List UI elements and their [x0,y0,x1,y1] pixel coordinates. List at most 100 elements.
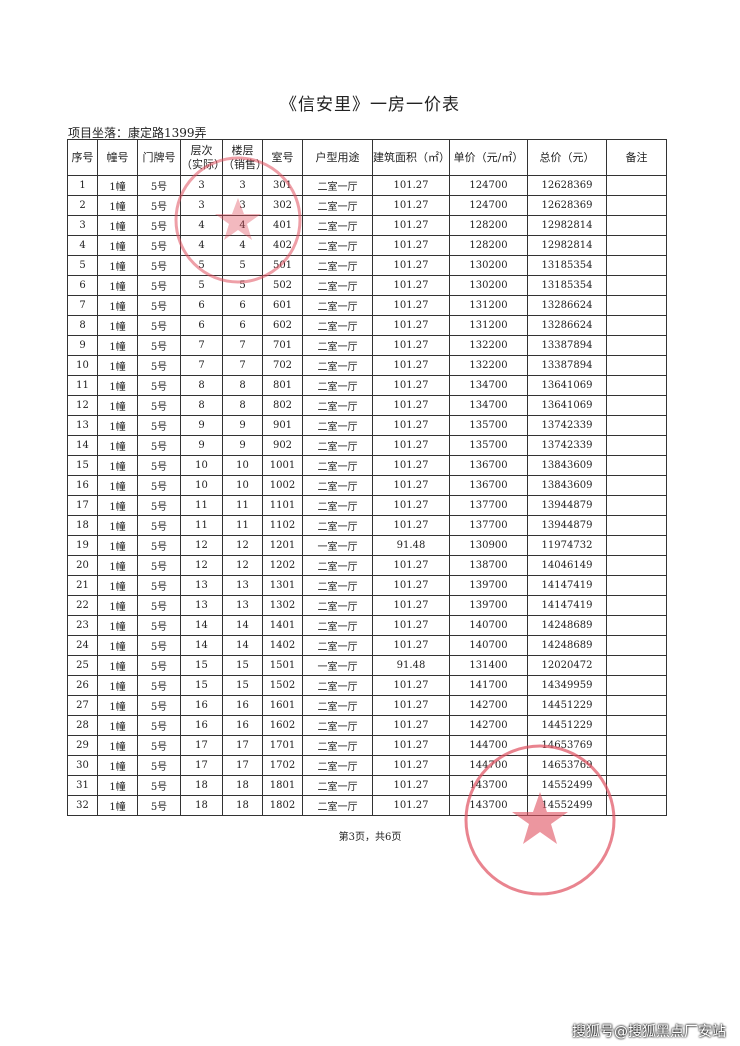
table-cell: 5号 [137,175,181,196]
table-cell: 101.27 [372,295,450,316]
table-cell: 1 [67,175,98,196]
table-cell: 22 [67,595,98,616]
table-cell: 135700 [449,435,528,456]
table-cell: 5号 [137,495,181,516]
table-cell: 32 [67,795,98,816]
table-cell: 143700 [449,775,528,796]
table-cell: 12 [180,535,223,556]
table-cell: 101.27 [372,215,450,236]
table-cell: 801 [262,375,303,396]
table-cell: 13843609 [527,455,607,476]
table-cell: 1幢 [97,755,138,776]
table-cell: 13 [67,415,98,436]
table-cell: 91.48 [372,655,450,676]
table-cell: 二室一厅 [302,215,373,236]
price-table: 序号幢号门牌号层次（实际）楼层（销售）室号户型用途建筑面积（㎡）单价（元/㎡）总… [67,139,667,816]
table-cell: 139700 [449,595,528,616]
table-cell: 14653769 [527,735,607,756]
table-cell: 5 [222,275,263,296]
table-cell: 5号 [137,295,181,316]
table-cell: 1幢 [97,475,138,496]
table-cell [606,215,667,236]
table-cell: 1幢 [97,255,138,276]
table-cell: 135700 [449,415,528,436]
table-cell: 13 [222,595,263,616]
table-cell: 17 [222,755,263,776]
table-cell: 5号 [137,355,181,376]
table-cell [606,775,667,796]
table-cell: 14552499 [527,775,607,796]
table-cell [606,195,667,216]
table-cell: 13641069 [527,375,607,396]
table-cell: 136700 [449,475,528,496]
table-row: 30 1幢 5号 17 17 1702 二室一厅 101.27 144700 14653769 [67,755,667,776]
table-cell: 301 [262,175,303,196]
table-cell: 101.27 [372,695,450,716]
table-cell: 14552499 [527,795,607,816]
table-cell: 91.48 [372,535,450,556]
table-row: 19 1幢 5号 12 12 1201 一室一厅 91.48 130900 11974732 [67,535,667,556]
table-cell [606,535,667,556]
table-cell: 5号 [137,435,181,456]
table-cell: 一室一厅 [302,655,373,676]
table-cell: 26 [67,675,98,696]
table-cell: 14147419 [527,575,607,596]
table-cell: 1702 [262,755,303,776]
table-cell: 二室一厅 [302,195,373,216]
table-cell [606,555,667,576]
table-cell [606,175,667,196]
table-row: 8 1幢 5号 6 6 602 二室一厅 101.27 131200 13286624 [67,315,667,336]
table-cell: 4 [180,215,223,236]
table-cell: 144700 [449,755,528,776]
table-cell: 二室一厅 [302,395,373,416]
column-header: 总价（元） [527,139,607,176]
table-cell: 6 [180,295,223,316]
table-cell: 5号 [137,695,181,716]
table-cell: 401 [262,215,303,236]
table-cell: 3 [222,195,263,216]
column-header: 户型用途 [302,139,373,176]
table-cell: 137700 [449,495,528,516]
table-cell: 7 [180,335,223,356]
table-cell: 5号 [137,535,181,556]
table-cell: 15 [222,655,263,676]
table-cell: 1幢 [97,715,138,736]
table-cell: 1302 [262,595,303,616]
table-row: 10 1幢 5号 7 7 702 二室一厅 101.27 132200 13387894 [67,355,667,376]
table-cell: 13185354 [527,255,607,276]
table-cell: 二室一厅 [302,715,373,736]
table-cell: 二室一厅 [302,175,373,196]
table-row: 4 1幢 5号 4 4 402 二室一厅 101.27 128200 12982814 [67,235,667,256]
table-cell: 11 [222,515,263,536]
table-cell: 9 [180,435,223,456]
table-cell: 602 [262,315,303,336]
table-cell: 132200 [449,355,528,376]
table-row: 18 1幢 5号 11 11 1102 二室一厅 101.27 137700 13944879 [67,515,667,536]
table-cell: 14451229 [527,715,607,736]
table-cell: 5号 [137,375,181,396]
table-cell: 14 [222,615,263,636]
table-cell [606,475,667,496]
table-cell: 140700 [449,615,528,636]
table-cell: 5号 [137,735,181,756]
table-row: 6 1幢 5号 5 5 502 二室一厅 101.27 130200 13185354 [67,275,667,296]
column-header: 门牌号 [137,139,181,176]
table-cell: 130900 [449,535,528,556]
table-cell: 802 [262,395,303,416]
table-cell: 101.27 [372,715,450,736]
table-cell: 二室一厅 [302,355,373,376]
table-row: 22 1幢 5号 13 13 1302 二室一厅 101.27 139700 14147419 [67,595,667,616]
table-cell: 14 [67,435,98,456]
table-cell: 5号 [137,255,181,276]
table-cell [606,675,667,696]
table-cell [606,795,667,816]
table-cell: 136700 [449,455,528,476]
table-row: 2 1幢 5号 3 3 302 二室一厅 101.27 124700 12628369 [67,195,667,216]
table-cell: 5号 [137,455,181,476]
table-cell: 1002 [262,475,303,496]
table-cell: 101.27 [372,315,450,336]
table-cell: 501 [262,255,303,276]
table-cell: 19 [67,535,98,556]
table-cell: 7 [180,355,223,376]
table-cell: 14 [222,635,263,656]
